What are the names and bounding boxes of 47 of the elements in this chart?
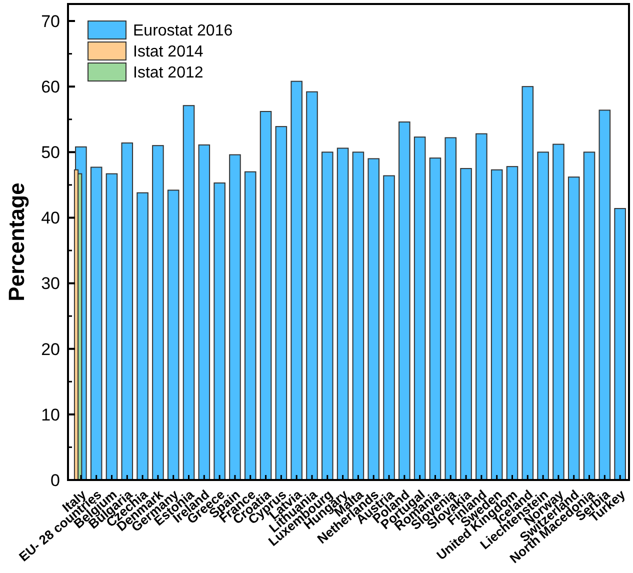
bar	[552, 144, 564, 480]
bar	[152, 145, 164, 480]
y-tick-label: 20	[41, 340, 60, 359]
bar	[476, 133, 488, 480]
bar	[275, 126, 288, 480]
bar	[383, 175, 395, 480]
bar	[583, 152, 596, 480]
bar	[368, 158, 380, 480]
bar	[568, 176, 580, 480]
bar	[460, 168, 472, 480]
bar	[537, 152, 549, 480]
bar	[414, 136, 426, 480]
legend-label: Istat 2012	[133, 64, 204, 82]
bar	[444, 137, 457, 480]
bar	[522, 86, 534, 480]
bar	[136, 192, 148, 480]
bar	[598, 110, 611, 480]
legend-label: Istat 2014	[133, 44, 204, 61]
bar	[490, 169, 503, 480]
bar	[322, 152, 334, 480]
y-tick-label: 30	[41, 274, 60, 294]
bar	[214, 182, 226, 480]
y-tick-label: 50	[41, 143, 60, 162]
y-tick-label: 10	[41, 405, 60, 424]
bar	[429, 158, 442, 480]
bar	[290, 80, 302, 480]
y-tick-label: 70	[41, 12, 60, 31]
y-tick-label: 0	[50, 470, 60, 490]
bar	[198, 144, 210, 480]
bar	[306, 91, 318, 480]
bar	[90, 166, 102, 480]
bar	[167, 190, 180, 480]
bar	[336, 148, 349, 480]
bar	[398, 121, 410, 480]
bar	[506, 166, 518, 480]
bar	[244, 171, 256, 480]
bar	[106, 173, 118, 480]
bar	[260, 110, 272, 480]
bar	[614, 208, 626, 480]
y-tick-label: 60	[41, 78, 60, 97]
y-axis-title: Percentage	[4, 182, 29, 302]
bar	[182, 105, 195, 480]
bar	[229, 154, 241, 480]
legend-label: Eurostat 2016	[133, 22, 233, 40]
y-tick-label: 40	[41, 208, 60, 228]
bar	[352, 152, 364, 480]
bar	[121, 142, 134, 480]
